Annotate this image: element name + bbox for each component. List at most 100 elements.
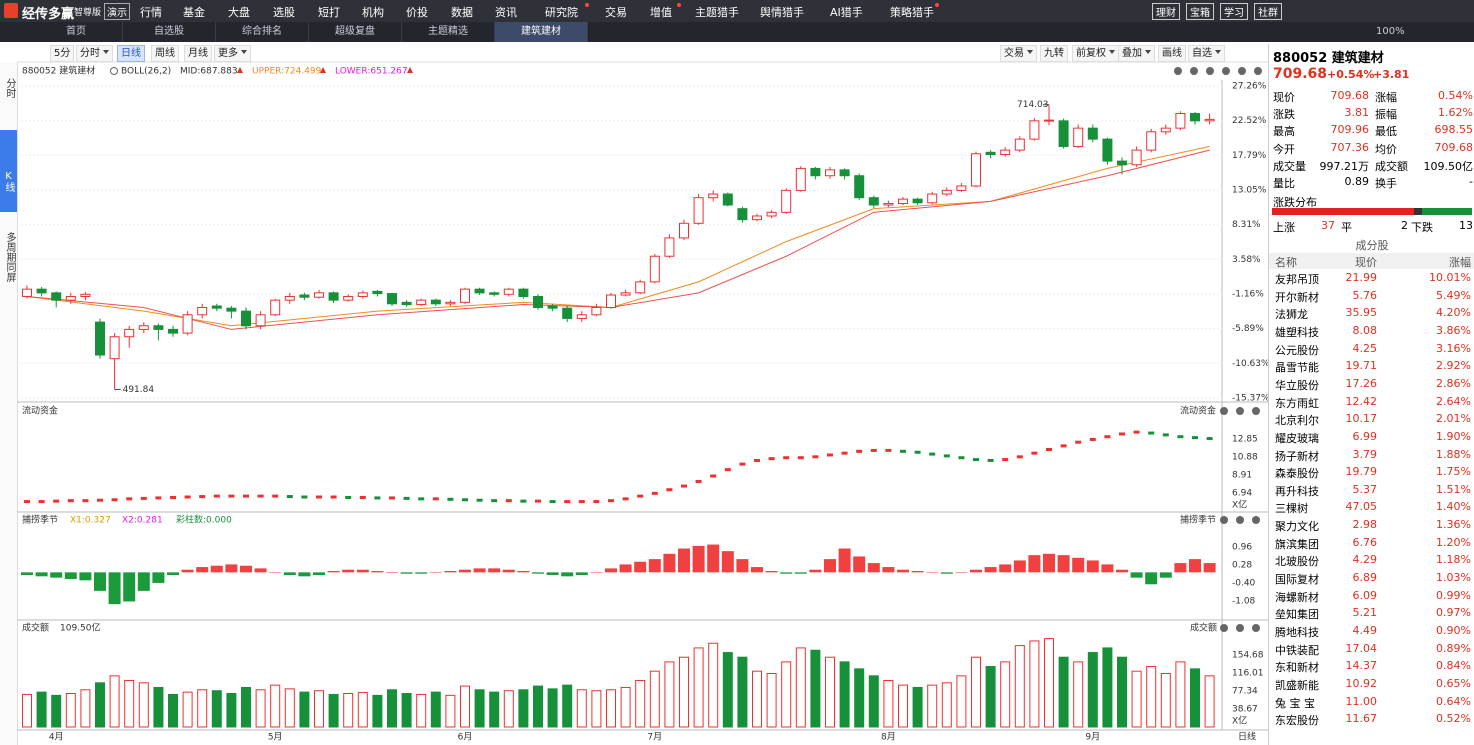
season-bar (765, 571, 778, 573)
toolbar-button[interactable]: 自选 (1188, 45, 1225, 62)
menu-item[interactable]: 主题猎手 (695, 6, 739, 19)
stock-row[interactable]: 腾地科技 4.49 0.90% (1269, 624, 1474, 641)
menu-item[interactable]: 策略猎手 (890, 6, 934, 19)
candle-body (810, 167, 821, 177)
stock-row[interactable]: 垒知集团 5.21 0.97% (1269, 606, 1474, 623)
stock-change: 1.18% (1436, 553, 1471, 567)
dist-count: 37 (1321, 219, 1335, 232)
stock-row[interactable]: 公元股份 4.25 3.16% (1269, 342, 1474, 359)
toolbar-button[interactable]: 前复权 (1072, 45, 1119, 62)
side-tab[interactable]: 多周期同屏 (4, 232, 15, 282)
menu-item[interactable]: AI猎手 (830, 6, 863, 19)
menu-item[interactable]: 舆情猎手 (760, 6, 804, 19)
tab[interactable]: 首页 (30, 22, 123, 42)
stock-row[interactable]: 开尔新材 5.76 5.49% (1269, 289, 1474, 306)
stock-change: 1.90% (1436, 429, 1471, 443)
menu-item[interactable]: 价投 (406, 6, 428, 19)
toolbar-button[interactable]: 九转 (1040, 45, 1068, 62)
stock-row[interactable]: 东宏股份 11.67 0.52% (1269, 712, 1474, 729)
candle-body (211, 305, 222, 309)
panel-title: 成交额 (22, 622, 49, 634)
menu-button[interactable]: 学习 (1220, 3, 1248, 20)
stock-name: 兔 宝 宝 (1275, 696, 1315, 710)
toolbar-button[interactable]: 月线 (184, 45, 212, 62)
menu-item[interactable]: 基金 (183, 6, 205, 19)
menu-item[interactable]: 数据 (451, 6, 473, 19)
y-tick-label: 116.01 (1232, 669, 1264, 679)
flow-dot (184, 495, 191, 499)
candle-body (255, 314, 266, 327)
tab[interactable]: 主题精选 (402, 22, 495, 42)
stock-change: 3.86% (1436, 323, 1471, 337)
menu-item[interactable]: 研究院 (545, 6, 578, 19)
stock-row[interactable]: 华立股份 17.26 2.86% (1269, 377, 1474, 394)
tab[interactable]: 自选股 (123, 22, 216, 42)
panel-icon (1220, 624, 1228, 632)
stock-name: 东宏股份 (1275, 714, 1319, 728)
tab[interactable]: 综合排名 (216, 22, 309, 42)
stock-row[interactable]: 东方雨虹 12.42 2.64% (1269, 395, 1474, 412)
toolbar-button[interactable]: 周线 (151, 45, 179, 62)
stock-row[interactable]: 友邦吊顶 21.99 10.01% (1269, 271, 1474, 288)
stock-row[interactable]: 再升科技 5.37 1.51% (1269, 483, 1474, 500)
menu-item[interactable]: 资讯 (495, 6, 517, 19)
candle-body (956, 185, 967, 191)
season-bar (926, 572, 939, 573)
volume-bar (883, 679, 894, 728)
stock-row[interactable]: 凯盛新能 10.92 0.65% (1269, 677, 1474, 694)
stock-row[interactable]: 国际复材 6.89 1.03% (1269, 571, 1474, 588)
stock-row[interactable]: 海螺新材 6.09 0.99% (1269, 589, 1474, 606)
panel-icon (1236, 624, 1244, 632)
menu-item[interactable]: 行情 (140, 6, 162, 19)
panel-icon (1236, 516, 1244, 524)
logo[interactable]: 经传多赢 (22, 7, 75, 22)
stock-row[interactable]: 中铁装配 17.04 0.89% (1269, 642, 1474, 659)
demo[interactable]: 演示 (104, 3, 130, 20)
candle-body (547, 305, 558, 309)
volume-bar (153, 686, 164, 728)
season-bar (386, 572, 398, 573)
flow-dot (987, 458, 994, 462)
menu-button[interactable]: 社群 (1254, 3, 1282, 20)
season-bar (313, 572, 325, 575)
stock-row[interactable]: 晶雪节能 19.71 2.92% (1269, 359, 1474, 376)
toolbar-button[interactable]: 分时 (76, 45, 113, 62)
candle-body (795, 167, 806, 191)
tab[interactable]: 建筑建材 (495, 22, 588, 42)
stock-row[interactable]: 北京利尔 10.17 2.01% (1269, 412, 1474, 429)
menu-item[interactable]: 机构 (362, 6, 384, 19)
menu-item[interactable]: 大盘 (228, 6, 250, 19)
stock-name: 华立股份 (1275, 378, 1319, 392)
stock-row[interactable]: 兔 宝 宝 11.00 0.64% (1269, 695, 1474, 712)
side-tab[interactable]: 分时 (4, 78, 15, 98)
toolbar-button[interactable]: 更多 (214, 45, 251, 62)
toolbar-button[interactable]: 日线 (117, 45, 145, 62)
stock-row[interactable]: 森泰股份 19.79 1.75% (1269, 465, 1474, 482)
stock-row[interactable]: 耀皮玻璃 6.99 1.90% (1269, 430, 1474, 447)
toolbar-button[interactable]: 叠加 (1118, 45, 1155, 62)
menu-item[interactable]: 选股 (273, 6, 295, 19)
toolbar-button[interactable]: 交易 (1000, 45, 1037, 62)
stock-row[interactable]: 雄塑科技 8.08 3.86% (1269, 324, 1474, 341)
stock-row[interactable]: 三棵树 47.05 1.40% (1269, 500, 1474, 517)
side-tab[interactable]: K线 (0, 130, 17, 212)
stock-row[interactable]: 北玻股份 4.29 1.18% (1269, 553, 1474, 570)
stock-row[interactable]: 聚力文化 2.98 1.36% (1269, 518, 1474, 535)
menu-item[interactable]: 短打 (318, 6, 340, 19)
menu-button[interactable]: 宝箱 (1186, 3, 1214, 20)
tab[interactable]: 超级复盘 (309, 22, 402, 42)
toolbar-button[interactable]: 5分 (50, 45, 75, 62)
stock-price: 47.05 (1345, 500, 1378, 514)
stock-name: 旗滨集团 (1275, 537, 1319, 551)
flow-dot (870, 448, 877, 452)
stock-row[interactable]: 扬子新材 3.79 1.88% (1269, 448, 1474, 465)
volume-bar (80, 689, 91, 728)
dist-bar (1272, 208, 1472, 215)
stock-row[interactable]: 法狮龙 35.95 4.20% (1269, 306, 1474, 323)
stock-row[interactable]: 旗滨集团 6.76 1.20% (1269, 536, 1474, 553)
menu-item[interactable]: 增值 (650, 6, 672, 19)
menu-button[interactable]: 理财 (1152, 3, 1180, 20)
stock-row[interactable]: 东和新材 14.37 0.84% (1269, 659, 1474, 676)
menu-item[interactable]: 交易 (605, 6, 627, 19)
toolbar-button[interactable]: 画线 (1158, 45, 1186, 62)
